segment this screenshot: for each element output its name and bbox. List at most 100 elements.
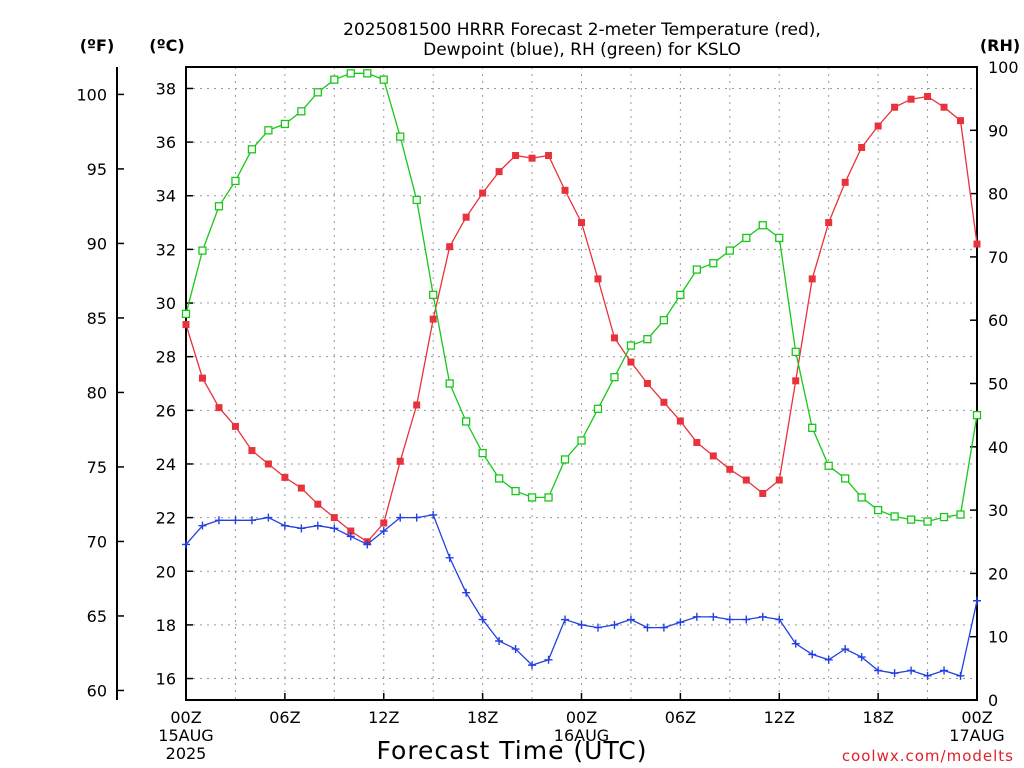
dewpoint-point <box>709 612 718 621</box>
rh-tick-label: 70 <box>988 248 1008 267</box>
credit-text: coolwx.com/modelts <box>842 747 1014 765</box>
dewpoint-point <box>626 615 635 624</box>
dewpoint-point <box>462 588 471 597</box>
x-tick-label: 16AUG <box>554 726 609 745</box>
dewpoint-point <box>692 612 701 621</box>
dewpoint-point <box>182 540 190 549</box>
fahrenheit-tick-label: 75 <box>87 458 107 477</box>
temperature-point <box>429 315 437 323</box>
temperature-point <box>973 240 981 248</box>
dewpoint-point <box>214 516 223 525</box>
rh-point <box>758 221 767 230</box>
dewpoint-point <box>429 510 438 519</box>
temperature-point <box>248 447 256 455</box>
temperature-point <box>330 514 338 522</box>
temperature-point <box>446 243 454 251</box>
temperature-point <box>940 103 948 111</box>
x-tick-label: 18Z <box>862 708 893 727</box>
temperature-point <box>297 484 305 492</box>
axes: 6065707580859095100161820222426283032343… <box>76 58 1018 763</box>
rh-point <box>610 373 619 382</box>
temperature-point <box>215 404 223 412</box>
rh-point <box>181 309 191 319</box>
temperature-point <box>198 374 206 382</box>
fahrenheit-tick-label: 70 <box>87 532 107 551</box>
temperature-point <box>396 457 404 465</box>
fahrenheit-tick-label: 65 <box>87 607 107 626</box>
series-line-rh <box>185 72 978 523</box>
temperature-point <box>808 275 816 283</box>
dewpoint-point <box>445 553 454 562</box>
x-tick-label: 06Z <box>269 708 300 727</box>
dewpoint-point <box>907 666 916 675</box>
fahrenheit-tick-label: 85 <box>87 309 107 328</box>
celsius-tick-label: 26 <box>156 401 176 420</box>
rh-point <box>346 69 355 78</box>
temperature-point <box>742 476 750 484</box>
temperature-point <box>561 186 569 194</box>
dewpoint-point <box>412 513 421 522</box>
x-tick-label: 12Z <box>764 708 795 727</box>
celsius-tick-label: 24 <box>156 455 176 474</box>
dewpoint-point <box>577 620 586 629</box>
rh-point <box>643 335 652 344</box>
temperature-point <box>957 117 965 125</box>
dewpoint-point <box>561 615 570 624</box>
temperature-point <box>380 519 388 527</box>
celsius-unit-label: (ºC) <box>149 36 184 55</box>
temperature-point <box>825 219 833 227</box>
temperature-point <box>413 401 421 409</box>
grid <box>186 67 977 700</box>
temperature-point <box>347 527 355 535</box>
data-series <box>181 69 982 680</box>
dewpoint-point <box>313 521 322 530</box>
temperature-point <box>231 422 239 430</box>
dewpoint-point <box>659 623 668 632</box>
rh-point <box>297 107 306 116</box>
rh-point <box>923 517 932 526</box>
dewpoint-point <box>264 513 273 522</box>
dewpoint-point <box>857 653 866 662</box>
dewpoint-point <box>676 618 685 627</box>
rh-point <box>198 246 207 255</box>
dewpoint-point <box>874 666 883 675</box>
rh-tick-label: 90 <box>988 121 1008 140</box>
rh-point <box>906 515 916 524</box>
temperature-point <box>924 93 932 101</box>
dewpoint-point <box>363 540 372 549</box>
rh-tick-label: 60 <box>988 311 1008 330</box>
dewpoint-point <box>330 524 339 533</box>
temperature-point <box>264 460 272 468</box>
temperature-point <box>495 168 503 176</box>
fahrenheit-unit-label: (ºF) <box>80 36 115 55</box>
rh-point <box>659 316 669 325</box>
x-axis-label: Forecast Time (UTC) <box>377 736 648 765</box>
x-tick-label: 2025 <box>166 744 207 763</box>
dewpoint-point <box>940 666 949 675</box>
rh-point <box>214 202 224 211</box>
rh-point <box>313 88 322 97</box>
dewpoint-point <box>379 527 388 536</box>
rh-point <box>890 512 899 521</box>
series-rh <box>181 69 982 526</box>
temperature-point <box>314 500 322 508</box>
rh-point <box>412 195 421 205</box>
temperature-point <box>759 489 767 497</box>
dewpoint-point <box>346 532 355 541</box>
rh-unit-label: (RH) <box>980 36 1020 55</box>
temperature-point <box>594 275 602 283</box>
dewpoint-point <box>841 645 850 654</box>
rh-tick-label: 40 <box>988 438 1008 457</box>
dewpoint-point <box>742 615 751 624</box>
fahrenheit-tick-label: 95 <box>87 160 107 179</box>
celsius-tick-label: 30 <box>156 294 176 313</box>
rh-point <box>775 233 784 243</box>
dewpoint-point <box>791 639 800 648</box>
rh-point <box>956 510 965 519</box>
rh-tick-label: 10 <box>988 628 1008 647</box>
rh-tick-label: 0 <box>988 691 998 710</box>
rh-point <box>527 493 537 502</box>
dewpoint-point <box>511 645 520 654</box>
temperature-point <box>693 439 701 447</box>
